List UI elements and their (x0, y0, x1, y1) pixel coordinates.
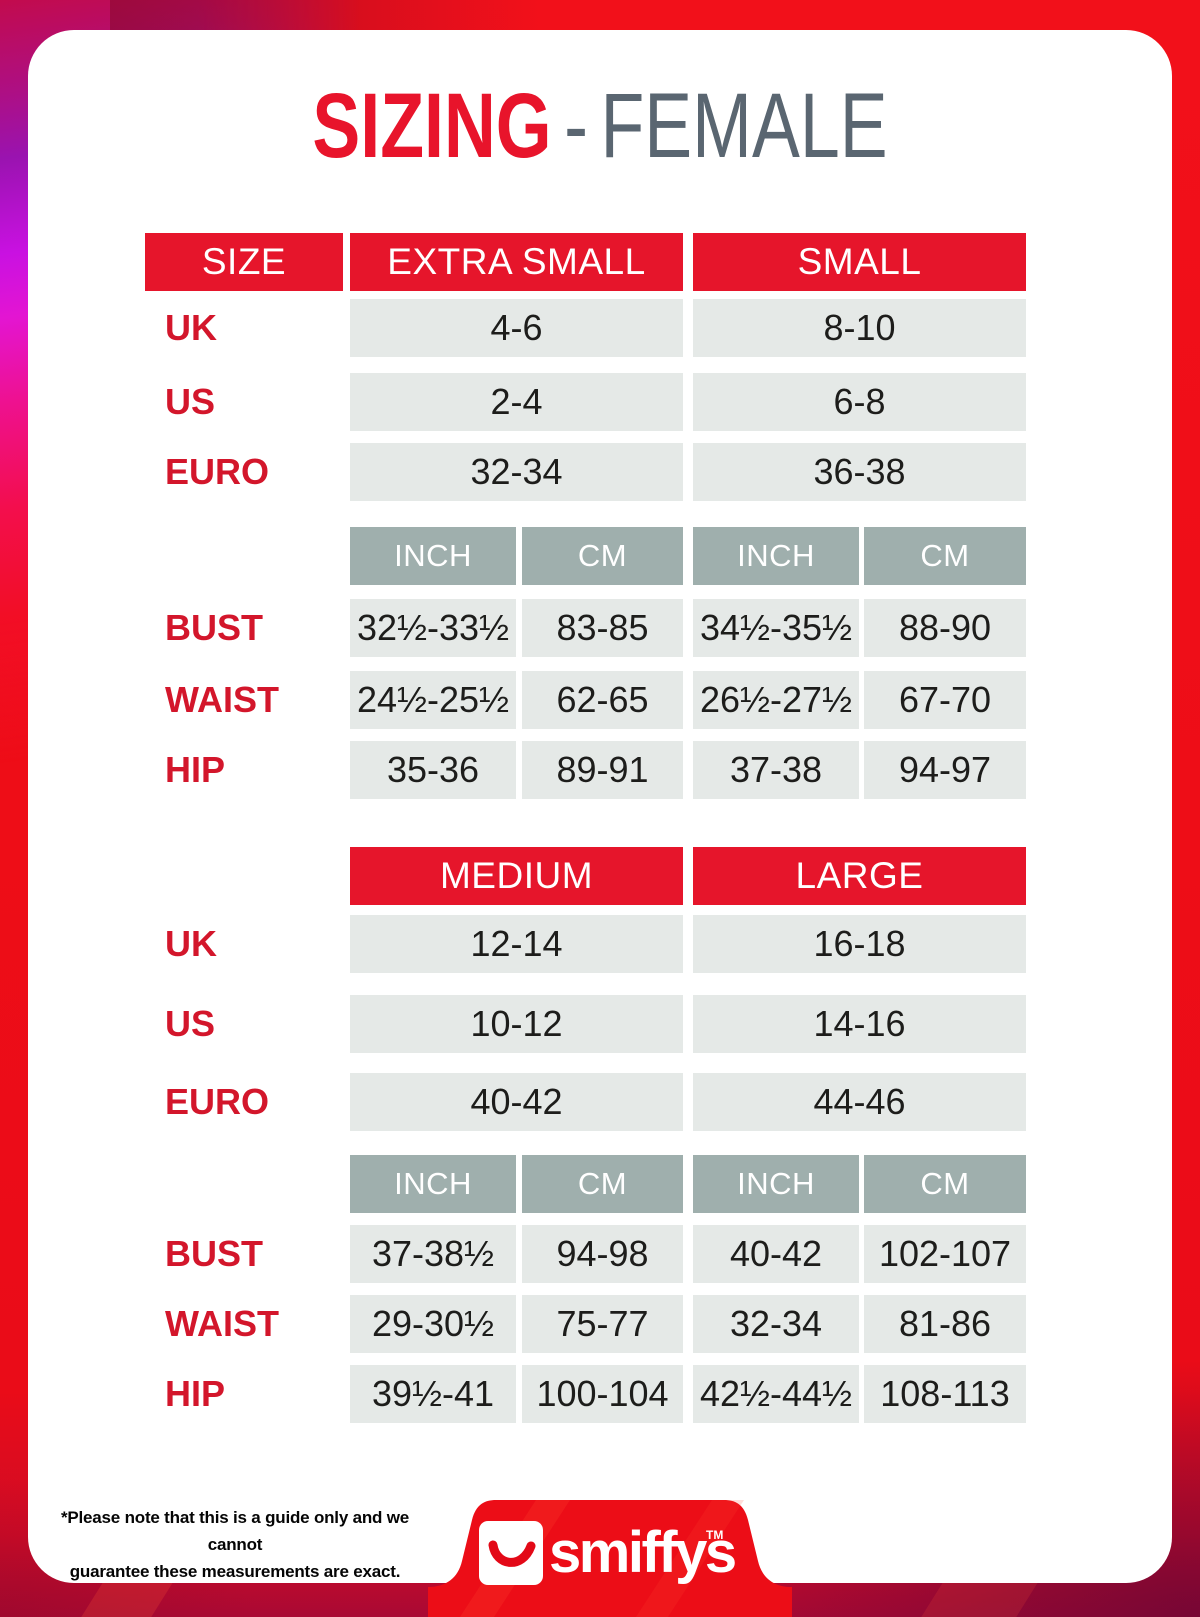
table-cell: 34½-35½ (693, 599, 859, 657)
table-cell: 10-12 (350, 995, 683, 1053)
table-cell: 83-85 (522, 599, 683, 657)
table-row-uk: UK 4-6 8-10 (0, 299, 1200, 357)
table-cell: 6-8 (693, 373, 1026, 431)
col-header-medium: MEDIUM (350, 847, 683, 905)
unit-header-inch: INCH (350, 527, 516, 585)
footer-note-line2: guarantee these measurements are exact. (69, 1562, 401, 1581)
table-cell: 12-14 (350, 915, 683, 973)
table-cell: 24½-25½ (350, 671, 516, 729)
table-row-euro: EURO 32-34 36-38 (0, 443, 1200, 501)
table-row-hip: HIP 35-36 89-91 37-38 94-97 (0, 741, 1200, 799)
row-label-us: US (165, 1003, 216, 1044)
col-header-large: LARGE (693, 847, 1026, 905)
smile-icon (488, 1540, 536, 1567)
row-label-hip: HIP (165, 749, 226, 790)
table-row-uk: UK 12-14 16-18 (0, 915, 1200, 973)
table-row-waist: WAIST 29-30½ 75-77 32-34 81-86 (0, 1295, 1200, 1353)
table-cell: 4-6 (350, 299, 683, 357)
table-cell: 32-34 (693, 1295, 859, 1353)
unit-header-cm: CM (522, 1155, 683, 1213)
unit-header-inch: INCH (350, 1155, 516, 1213)
footer-note: *Please note that this is a guide only a… (55, 1504, 415, 1585)
table-cell: 2-4 (350, 373, 683, 431)
table-cell: 8-10 (693, 299, 1026, 357)
table-row-waist: WAIST 24½-25½ 62-65 26½-27½ 67-70 (0, 671, 1200, 729)
col-header-extra-small: EXTRA SMALL (350, 233, 683, 291)
table2-unit-header-row: INCH CM INCH CM (0, 1155, 1200, 1213)
table-cell: 94-97 (864, 741, 1026, 799)
table-cell: 88-90 (864, 599, 1026, 657)
table-cell: 26½-27½ (693, 671, 859, 729)
col-header-small: SMALL (693, 233, 1026, 291)
table-cell: 81-86 (864, 1295, 1026, 1353)
table-row-us: US 10-12 14-16 (0, 995, 1200, 1053)
table-cell: 39½-41 (350, 1365, 516, 1423)
title-separator: - (564, 75, 588, 177)
table-cell: 94-98 (522, 1225, 683, 1283)
table-cell: 16-18 (693, 915, 1026, 973)
title-female: FEMALE (600, 75, 888, 177)
row-label-us: US (165, 381, 216, 422)
table1-unit-header-row: INCH CM INCH CM (0, 527, 1200, 585)
row-label-bust: BUST (165, 1233, 263, 1274)
table-cell: 42½-44½ (693, 1365, 859, 1423)
page-title: SIZING - FEMALE (132, 80, 1068, 172)
table-row-hip: HIP 39½-41 100-104 42½-44½ 108-113 (0, 1365, 1200, 1423)
table-cell: 32-34 (350, 443, 683, 501)
background-top-facet (110, 0, 540, 34)
table1-header-row: SIZE EXTRA SMALL SMALL (0, 233, 1200, 291)
size-corner-header: SIZE (145, 233, 343, 291)
table-cell: 35-36 (350, 741, 516, 799)
row-label-waist: WAIST (165, 1303, 279, 1344)
smiffys-logo-mark (479, 1521, 543, 1585)
table-cell: 37-38½ (350, 1225, 516, 1283)
table-cell: 29-30½ (350, 1295, 516, 1353)
table-cell: 14-16 (693, 995, 1026, 1053)
table-row-bust: BUST 37-38½ 94-98 40-42 102-107 (0, 1225, 1200, 1283)
unit-header-cm: CM (864, 1155, 1026, 1213)
title-sizing: SIZING (312, 75, 552, 177)
table-row-bust: BUST 32½-33½ 83-85 34½-35½ 88-90 (0, 599, 1200, 657)
table-cell: 32½-33½ (350, 599, 516, 657)
table-cell: 44-46 (693, 1073, 1026, 1131)
row-label-hip: HIP (165, 1373, 226, 1414)
unit-header-inch: INCH (693, 527, 859, 585)
row-label-bust: BUST (165, 607, 263, 648)
row-label-euro: EURO (165, 1081, 270, 1122)
row-label-euro: EURO (165, 451, 270, 492)
row-label-uk: UK (165, 923, 217, 964)
table-cell: 37-38 (693, 741, 859, 799)
table-cell: 67-70 (864, 671, 1026, 729)
row-label-uk: UK (165, 307, 217, 348)
footer-note-line1: *Please note that this is a guide only a… (60, 1508, 410, 1554)
table-cell: 36-38 (693, 443, 1026, 501)
table-cell: 108-113 (864, 1365, 1026, 1423)
table-cell: 40-42 (350, 1073, 683, 1131)
table-cell: 102-107 (864, 1225, 1026, 1283)
table-cell: 40-42 (693, 1225, 859, 1283)
unit-header-cm: CM (522, 527, 683, 585)
unit-header-inch: INCH (693, 1155, 859, 1213)
smiffys-wordmark: smiffys (549, 1520, 737, 1585)
table-cell: 75-77 (522, 1295, 683, 1353)
table-row-euro: EURO 40-42 44-46 (0, 1073, 1200, 1131)
table-row-us: US 2-4 6-8 (0, 373, 1200, 431)
table-cell: 89-91 (522, 741, 683, 799)
row-label-waist: WAIST (165, 679, 279, 720)
table-cell: 100-104 (522, 1365, 683, 1423)
table2-header-row: MEDIUM LARGE (0, 847, 1200, 905)
table-cell: 62-65 (522, 671, 683, 729)
unit-header-cm: CM (864, 527, 1026, 585)
trademark-symbol: TM (706, 1528, 724, 1542)
